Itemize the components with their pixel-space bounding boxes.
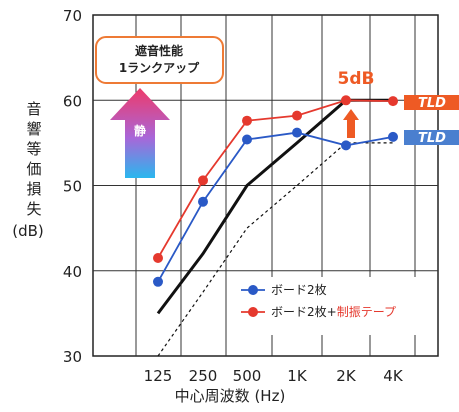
point-board-tape-0	[153, 253, 163, 263]
badge-line-2: 1ランクアップ	[119, 60, 200, 75]
legend-marker-board-tape	[248, 307, 258, 317]
x-tick-label-4: 2K	[336, 367, 357, 385]
point-board-tape-3	[292, 110, 302, 121]
point-board-4	[341, 140, 351, 151]
y-label-char-1: 響	[26, 120, 41, 138]
quiet-arrow: 静	[110, 88, 170, 178]
tld-tag-upper-label: TLD	[418, 96, 446, 111]
tld-tag-upper: TLD	[404, 95, 459, 111]
y-tick-label-3: 60	[63, 92, 82, 110]
point-board-5	[388, 131, 398, 142]
y-tick-label-1: 40	[63, 263, 82, 281]
quiet-arrow-label: 静	[134, 123, 146, 138]
legend: ボード2枚 ボード2枚+制振テープ	[235, 277, 437, 335]
reference-line-dashed	[157, 142, 393, 357]
y-label-unit: (dB)	[12, 222, 44, 240]
series-points-board-tape	[153, 95, 398, 263]
x-tick-label-5: 4K	[383, 367, 404, 385]
point-board-3	[292, 127, 302, 138]
y-tick-label-4: 70	[63, 7, 82, 25]
x-axis-label: 中心周波数 (Hz)	[175, 387, 286, 405]
point-board-2	[242, 134, 252, 145]
point-board-tape-4	[341, 95, 351, 106]
delta-label: 5dB	[338, 69, 375, 89]
y-label-char-5: 失	[26, 200, 41, 218]
point-board-1	[198, 196, 208, 207]
performance-badge: 遮音性能 1ランクアップ	[95, 36, 224, 84]
series-line-board	[157, 131, 394, 283]
quiet-arrow-icon	[110, 88, 170, 178]
y-axis-label: 音 響 等 価 損 失 (dB)	[12, 100, 44, 240]
legend-label-board-tape-suffix: 制振テープ	[337, 305, 396, 319]
delta-annotation: 5dB	[338, 69, 375, 138]
y-label-char-2: 等	[26, 140, 41, 158]
point-board-tape-1	[198, 175, 208, 186]
badge-line-1: 遮音性能	[135, 43, 183, 58]
legend-label-board-tape: ボード2枚+制振テープ	[271, 304, 396, 319]
legend-label-board-tape-prefix: ボード2枚+	[271, 304, 337, 319]
y-tick-label-2: 50	[63, 178, 82, 196]
legend-marker-board	[248, 285, 258, 295]
up-arrow-icon	[343, 109, 359, 138]
x-tick-label-1: 250	[189, 367, 218, 385]
y-label-char-4: 損	[26, 180, 41, 198]
y-tick-label-0: 30	[63, 348, 82, 366]
y-label-char-0: 音	[26, 100, 41, 118]
series-points-board	[153, 127, 398, 287]
point-board-tape-5	[388, 96, 398, 107]
legend-label-board: ボード2枚	[271, 282, 327, 297]
point-board-tape-2	[242, 115, 252, 126]
tld-tag-lower: TLD	[404, 130, 459, 146]
y-label-char-3: 価	[26, 160, 41, 178]
series-line-board-tape	[157, 99, 394, 259]
x-tick-label-3: 1K	[287, 367, 308, 385]
x-tick-label-0: 125	[144, 367, 173, 385]
y-ticks: 30 40 50 60 70	[63, 7, 82, 366]
x-ticks: 125 250 500 1K 2K 4K	[144, 367, 404, 385]
x-tick-label-2: 500	[233, 367, 262, 385]
tld-tag-lower-label: TLD	[418, 131, 446, 146]
point-board-0	[153, 276, 163, 287]
